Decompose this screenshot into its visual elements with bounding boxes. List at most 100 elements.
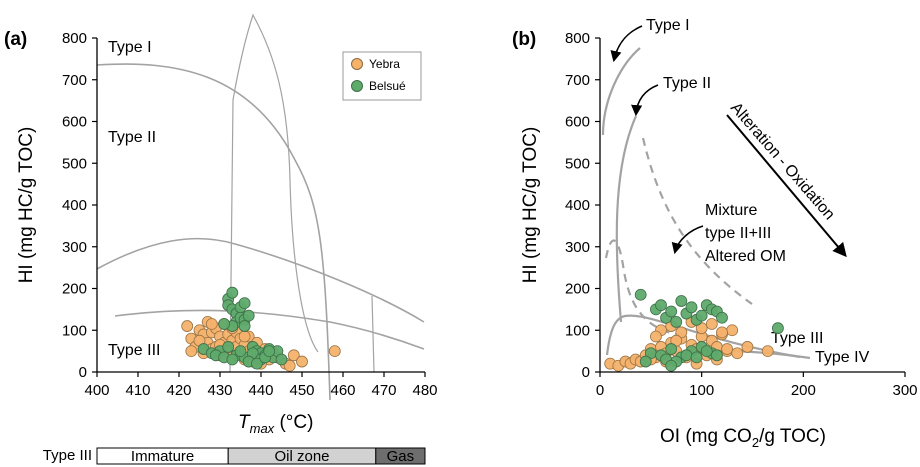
type-i-curve: [601, 47, 641, 136]
x-tick-label: 420: [166, 382, 191, 399]
type-ii-boundary-curve: [96, 237, 425, 323]
point-belsue: [226, 353, 239, 366]
panel-b-x-ticks: 0 100 200 300: [596, 372, 918, 399]
point-belsue: [665, 343, 678, 355]
point-belsue: [680, 349, 693, 362]
point-yebra: [205, 318, 218, 330]
point-belsue: [711, 349, 723, 362]
maturity-zone-label: Oil zone: [274, 448, 329, 465]
point-belsue: [655, 299, 667, 312]
annotation-altered-om: Altered OM: [705, 248, 786, 265]
isoreflectance-left-curve: [229, 13, 319, 373]
y-tick-label: 400: [62, 197, 87, 214]
x-axis-title-sub: max: [250, 421, 275, 436]
y-tick-label: 800: [565, 30, 590, 47]
point-yebra: [731, 347, 744, 360]
point-belsue: [275, 353, 288, 366]
panel-a: (a) Type I Type II Type III 400 410 420 430…: [4, 13, 438, 465]
panel-a-points: [181, 286, 341, 372]
annotation-type-ii: Type II: [663, 75, 711, 92]
point-belsue: [242, 309, 255, 322]
annotation-type-iii: Type III: [771, 330, 823, 347]
panel-a-y-ticks: 0 100 200 300 400 500 600 700 800: [62, 30, 97, 381]
y-tick-label: 200: [565, 281, 590, 298]
mixture-dashed-curve: [641, 137, 753, 305]
point-yebra: [328, 345, 341, 358]
point-belsue: [772, 322, 784, 335]
point-belsue: [700, 345, 713, 358]
point-belsue: [670, 315, 683, 328]
panel-a-legend: Yebra Belsué: [342, 51, 422, 101]
point-belsue: [665, 305, 678, 318]
y-tick-label: 100: [62, 322, 87, 339]
panel-b-label: (b): [512, 29, 536, 50]
legend-marker-belsue: [351, 80, 363, 92]
x-tick-label: 440: [248, 382, 273, 399]
y-tick-label: 400: [565, 197, 590, 214]
annotation-mixture-type: type II+III: [705, 225, 771, 242]
point-yebra: [741, 341, 754, 353]
point-belsue: [675, 295, 688, 307]
point-yebra: [181, 320, 194, 332]
x-tick-label: 450: [289, 382, 314, 399]
point-yebra: [721, 343, 733, 355]
panel-b-y-axis-title: HI (mg HC/g TOC): [520, 127, 541, 284]
type-ii-arrow: [631, 84, 659, 117]
maturity-zone-label: Immature: [131, 448, 194, 465]
type-ii-curve: [615, 115, 638, 323]
region-label-type-i: Type I: [108, 39, 152, 56]
point-yebra: [185, 345, 198, 358]
y-tick-label: 100: [565, 322, 590, 339]
point-yebra: [296, 355, 308, 368]
y-tick-label: 800: [62, 30, 87, 47]
y-tick-label: 600: [62, 114, 87, 131]
point-yebra: [761, 345, 774, 358]
panel-a-curves: [96, 13, 425, 401]
panel-b-arrows: [610, 25, 847, 258]
y-tick-label: 0: [582, 364, 590, 381]
x-tick-label: 100: [689, 382, 714, 399]
b-x-axis-title-post: /g TOC): [759, 426, 826, 447]
y-tick-label: 500: [565, 155, 590, 172]
altered-om-dashed-curve: [604, 239, 686, 338]
point-belsue: [639, 355, 652, 368]
legend-marker-yebra: [351, 58, 363, 70]
y-tick-label: 700: [62, 72, 87, 89]
point-belsue: [716, 311, 728, 324]
maturity-zone-gas: [375, 447, 426, 465]
x-axis-title-main: T: [238, 412, 251, 433]
y-tick-label: 600: [565, 114, 590, 131]
point-belsue: [250, 357, 263, 370]
y-tick-label: 500: [62, 155, 87, 172]
y-tick-label: 700: [565, 72, 590, 89]
x-tick-label: 470: [371, 382, 396, 399]
x-tick-label: 430: [207, 382, 232, 399]
x-tick-label: 410: [125, 382, 150, 399]
b-x-axis-title-pre: OI (mg CO: [660, 426, 752, 447]
x-tick-label: 400: [84, 382, 109, 399]
y-tick-label: 0: [79, 364, 87, 381]
panel-b-x-axis-title: OI (mg CO2/g TOC): [660, 426, 826, 450]
maturity-zone-label: Gas: [387, 448, 415, 465]
point-belsue: [665, 359, 678, 372]
point-belsue: [238, 320, 251, 332]
panel-b-y-ticks: 0 100 200 300 400 500 600 700 800: [565, 30, 600, 381]
type-iii-boundary-curve: [114, 309, 425, 350]
point-belsue: [685, 301, 698, 314]
x-tick-label: 300: [892, 382, 917, 399]
y-tick-label: 300: [62, 239, 87, 256]
panel-a-label: (a): [4, 29, 27, 50]
point-belsue: [226, 286, 239, 299]
point-belsue: [222, 341, 235, 353]
x-tick-label: 200: [791, 382, 816, 399]
y-tick-label: 200: [62, 281, 87, 298]
point-yebra: [238, 330, 251, 343]
annotation-type-iv: Type IV: [815, 349, 870, 366]
legend-label-belsue: Belsué: [369, 79, 406, 93]
legend-label-yebra: Yebra: [369, 57, 400, 71]
point-belsue: [634, 288, 647, 301]
type-iii-curve: [605, 314, 801, 359]
y-tick-label: 300: [565, 239, 590, 256]
region-label-type-ii: Type II: [108, 129, 156, 146]
